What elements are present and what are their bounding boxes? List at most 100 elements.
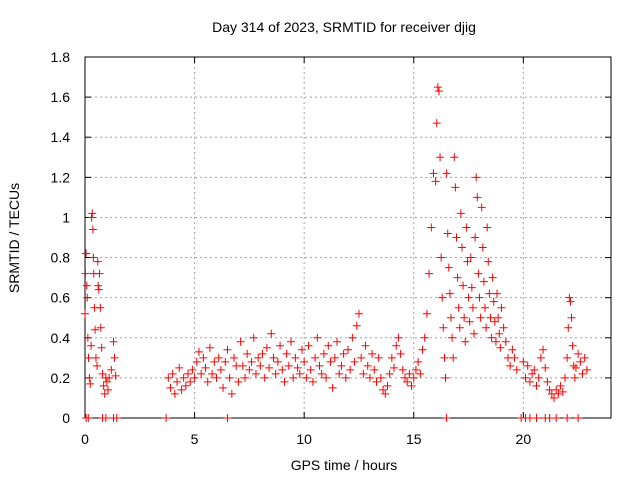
y-tick-label: 1 <box>62 209 70 225</box>
chart-title: Day 314 of 2023, SRMTID for receiver dji… <box>212 19 476 35</box>
data-point <box>82 249 91 258</box>
data-point <box>96 323 105 332</box>
data-point <box>472 173 481 182</box>
data-point <box>487 333 496 342</box>
data-point <box>532 381 541 390</box>
data-point <box>365 373 374 382</box>
data-points <box>81 83 591 422</box>
data-point <box>282 349 291 358</box>
data-point <box>510 353 519 362</box>
data-point <box>87 213 96 222</box>
data-point <box>473 193 482 202</box>
data-point <box>162 414 171 422</box>
data-point <box>477 203 486 212</box>
data-point <box>580 353 589 362</box>
data-point <box>556 381 565 390</box>
data-point <box>578 369 587 378</box>
data-point <box>91 325 100 334</box>
data-point <box>541 363 550 372</box>
data-point <box>166 383 175 392</box>
data-point <box>197 369 206 378</box>
data-point <box>177 385 186 394</box>
data-point <box>400 373 409 382</box>
data-point <box>438 293 447 302</box>
data-point <box>560 373 569 382</box>
data-point <box>111 371 120 380</box>
data-point <box>95 269 104 278</box>
x-tick-label: 0 <box>81 431 89 447</box>
data-point <box>432 119 441 128</box>
data-point <box>519 357 528 366</box>
data-point <box>287 337 296 346</box>
data-point <box>478 243 487 252</box>
data-point <box>184 369 193 378</box>
data-point <box>105 373 114 382</box>
data-point <box>493 289 502 298</box>
data-point <box>376 373 385 382</box>
data-point <box>330 353 339 362</box>
x-axis-label: GPS time / hours <box>291 457 398 473</box>
data-point <box>245 365 254 374</box>
data-point <box>186 377 195 386</box>
data-point <box>387 353 396 362</box>
data-point <box>488 273 497 282</box>
data-point <box>460 313 469 322</box>
data-point <box>552 414 561 422</box>
data-point <box>354 309 363 318</box>
data-point <box>525 377 534 386</box>
data-point <box>576 357 585 366</box>
data-point <box>84 353 93 362</box>
data-point <box>212 373 221 382</box>
data-point <box>448 333 457 342</box>
data-point <box>85 373 94 382</box>
data-point <box>480 303 489 312</box>
data-point <box>567 313 576 322</box>
data-point <box>254 353 263 362</box>
plot-frame <box>84 56 612 419</box>
data-point <box>344 345 352 354</box>
data-point <box>93 257 102 266</box>
data-point <box>265 363 274 372</box>
data-point <box>571 363 580 372</box>
data-point <box>550 393 559 402</box>
data-point <box>210 357 219 366</box>
data-point <box>230 353 239 362</box>
data-point <box>219 383 228 392</box>
x-tick-label: 10 <box>296 431 312 447</box>
data-point <box>536 353 545 362</box>
data-point <box>317 369 326 378</box>
data-point <box>346 365 355 374</box>
data-point <box>564 323 573 332</box>
data-point <box>543 377 552 386</box>
data-point <box>530 365 539 374</box>
data-point <box>91 353 100 362</box>
data-point <box>470 329 479 338</box>
data-point <box>350 357 359 366</box>
y-tick-label: 1.4 <box>51 129 71 145</box>
data-point <box>392 341 401 350</box>
data-point <box>569 361 578 370</box>
data-point <box>82 281 91 290</box>
y-tick-label: 0 <box>62 410 70 426</box>
data-point <box>93 361 102 370</box>
data-point <box>451 183 460 192</box>
y-tick-label: 1.2 <box>51 169 71 185</box>
data-point <box>297 345 306 354</box>
data-point <box>494 313 503 322</box>
data-point <box>416 369 425 378</box>
data-point <box>372 377 381 386</box>
data-point <box>465 317 474 326</box>
data-point <box>437 253 446 262</box>
data-point <box>512 365 521 374</box>
data-point <box>227 389 236 398</box>
data-point <box>497 303 506 312</box>
data-point <box>306 365 315 374</box>
data-point <box>398 365 407 374</box>
x-tick-label: 20 <box>516 431 532 447</box>
data-point <box>454 303 463 312</box>
data-point <box>539 345 548 354</box>
data-point <box>490 317 499 326</box>
x-tick-label: 15 <box>406 431 422 447</box>
data-point <box>100 389 109 398</box>
y-axis: 0 0.2 0.4 0.6 0.8 1 1.2 1.4 1.6 1.8 <box>51 49 611 426</box>
